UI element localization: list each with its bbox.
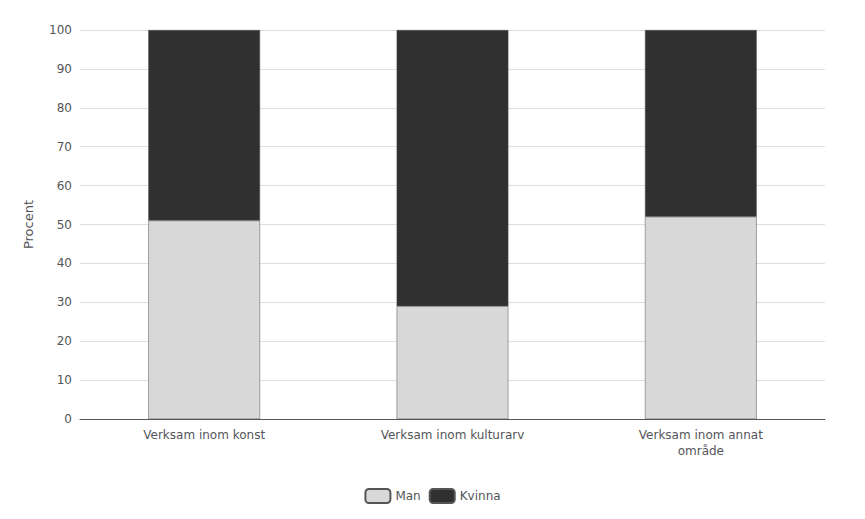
svg-text:50: 50 (57, 218, 72, 232)
svg-text:60: 60 (57, 179, 72, 193)
svg-text:Procent: Procent (21, 200, 36, 249)
svg-text:Verksam inom annat: Verksam inom annat (639, 428, 763, 442)
svg-text:10: 10 (57, 373, 72, 387)
svg-text:40: 40 (57, 256, 72, 270)
svg-text:90: 90 (57, 62, 72, 76)
svg-text:Kvinna: Kvinna (460, 489, 501, 503)
svg-text:område: område (678, 444, 724, 458)
svg-text:Verksam inom konst: Verksam inom konst (143, 428, 265, 442)
svg-text:20: 20 (57, 334, 72, 348)
svg-text:100: 100 (49, 23, 72, 37)
svg-text:30: 30 (57, 295, 72, 309)
svg-text:Verksam inom kulturarv: Verksam inom kulturarv (381, 428, 525, 442)
svg-text:0: 0 (64, 412, 72, 426)
svg-text:80: 80 (57, 101, 72, 115)
svg-text:Man: Man (395, 489, 420, 503)
svg-text:70: 70 (57, 140, 72, 154)
